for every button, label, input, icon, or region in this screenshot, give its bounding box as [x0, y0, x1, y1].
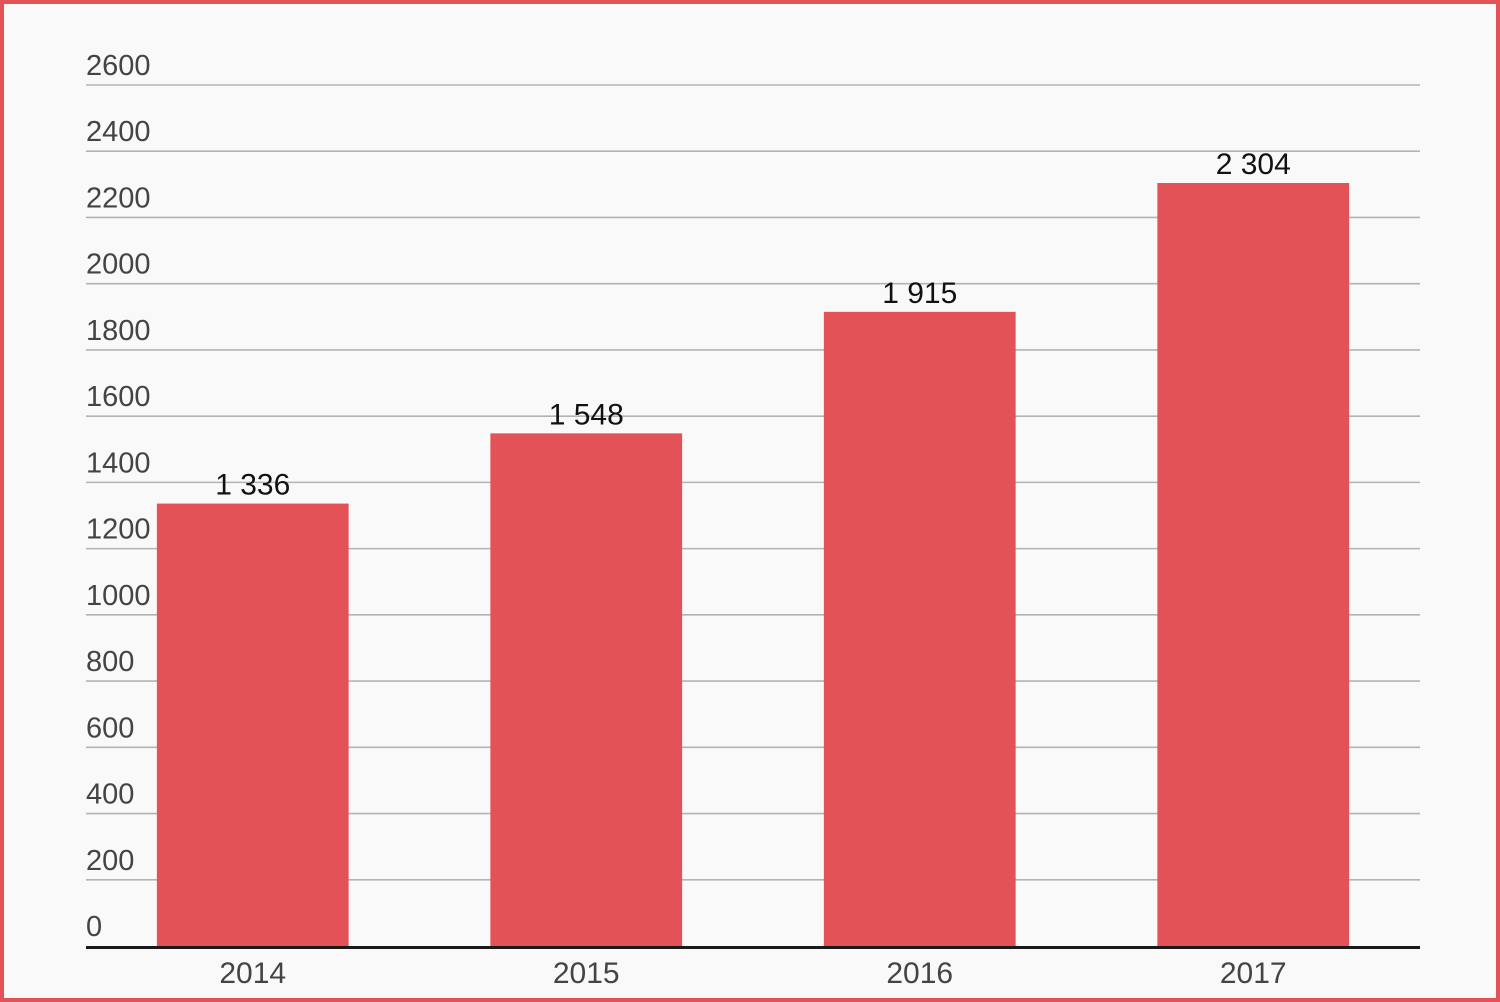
y-tick-label: 1800: [86, 315, 151, 347]
x-tick-label-2015: 2015: [553, 957, 620, 990]
x-tick-label-2014: 2014: [219, 957, 286, 990]
y-tick-label: 0: [86, 911, 102, 943]
y-tick-label: 1000: [86, 580, 151, 612]
bar-chart: 0 200 400 600 800 1000 1200 1400 1600 1800 2000 220…: [86, 50, 1420, 990]
y-tick-label: 2200: [86, 182, 151, 214]
y-tick-label: 200: [86, 845, 134, 877]
bar-2015: [490, 433, 683, 946]
bars: [156, 183, 1350, 946]
y-tick-label: 2600: [86, 50, 151, 82]
y-tick-label: 600: [86, 712, 134, 744]
x-axis-labels: 2014 2015 2016 2017: [219, 957, 1286, 990]
y-tick-label: 1600: [86, 381, 151, 413]
y-tick-label: 1400: [86, 447, 151, 479]
bar-2016: [823, 311, 1016, 946]
bar-2014: [156, 503, 349, 946]
bar-2017: [1157, 183, 1350, 946]
x-tick-label-2016: 2016: [886, 957, 953, 990]
y-tick-label: 800: [86, 646, 134, 678]
data-label-2014: 1 336: [215, 469, 290, 502]
data-labels: 1 336 1 548 1 915 2 304: [215, 148, 1291, 502]
data-label-2017: 2 304: [1216, 148, 1291, 181]
y-tick-label: 2000: [86, 249, 151, 281]
x-tick-label-2017: 2017: [1220, 957, 1287, 990]
y-axis-labels: 0 200 400 600 800 1000 1200 1400 1600 1800 2000 220…: [86, 50, 151, 943]
y-tick-label: 2400: [86, 116, 151, 148]
y-tick-label: 400: [86, 779, 134, 811]
data-label-2015: 1 548: [549, 398, 624, 431]
y-tick-label: 1200: [86, 514, 151, 546]
data-label-2016: 1 915: [882, 277, 957, 310]
